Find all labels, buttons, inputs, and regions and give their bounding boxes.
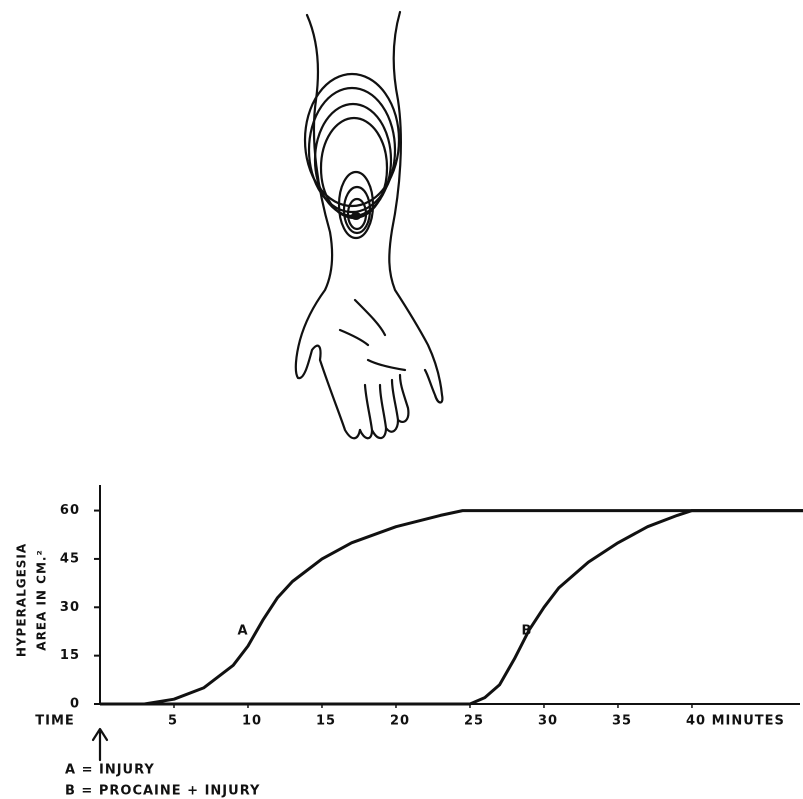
x-tick-label: 35: [612, 714, 632, 729]
y-tick-label: 30: [60, 600, 80, 615]
x-tick-label: 20: [390, 714, 410, 729]
x-tick-label: 25: [464, 714, 484, 729]
injury-arrow: [91, 727, 109, 762]
series-line: [100, 509, 803, 706]
x-tick-label: 5: [168, 714, 178, 729]
x-tick-label: 40 MINUTES: [686, 714, 785, 729]
legend-entry: A = INJURY: [65, 763, 155, 778]
x-tick-label: 10: [242, 714, 262, 729]
series-label: A: [237, 624, 248, 639]
y-axis-label: HYPERALGESIA: [15, 543, 29, 657]
series-label: B: [522, 624, 533, 639]
y-tick-label: 60: [60, 503, 80, 518]
y-tick-label: 0: [70, 697, 80, 712]
x-axis-label: TIME: [35, 714, 75, 729]
legend-entry: B = PROCAINE + INJURY: [65, 784, 260, 799]
x-tick-label: 15: [316, 714, 336, 729]
y-tick-label: 45: [60, 551, 80, 566]
y-tick-label: 15: [60, 648, 80, 663]
series-line: [100, 509, 803, 706]
arm-illustration: [294, 10, 444, 440]
x-tick-label: 30: [538, 714, 558, 729]
y-axis-label: AREA IN CM.²: [35, 549, 49, 650]
